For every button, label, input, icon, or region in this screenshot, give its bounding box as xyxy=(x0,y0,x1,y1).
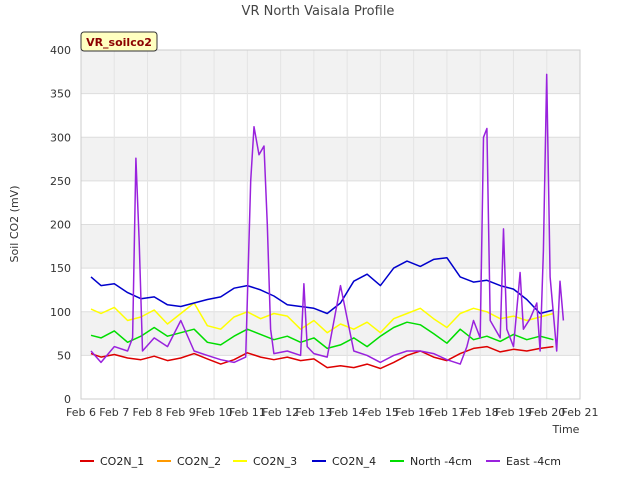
plot-frame xyxy=(80,49,581,400)
dataset-badge-box xyxy=(80,31,158,52)
x-tick-label: Feb 10 xyxy=(196,406,233,419)
series-line-east-4cm xyxy=(90,73,565,365)
x-tick-label: Feb 7 xyxy=(99,406,129,419)
background-bands xyxy=(81,50,580,356)
background-band xyxy=(81,50,580,94)
y-tick-label: 300 xyxy=(50,131,71,144)
y-tick-label: 50 xyxy=(57,349,71,362)
x-tick-label: Feb 14 xyxy=(329,406,366,419)
x-tick-label: Feb 13 xyxy=(295,406,332,419)
y-tick-label: 200 xyxy=(50,219,71,232)
legend-item: CO2N_3 xyxy=(233,455,297,468)
x-tick-label: Feb 21 xyxy=(562,406,599,419)
series-line-co2n-1 xyxy=(90,345,554,370)
x-tick-label: Feb 17 xyxy=(428,406,465,419)
x-tick-label: Feb 18 xyxy=(462,406,499,419)
series-lines xyxy=(90,73,565,370)
legend: CO2N_1 CO2N_2 CO2N_3 CO2N_4 North -4cm East -… xyxy=(80,455,561,468)
x-tick-label: Feb 12 xyxy=(262,406,299,419)
legend-item: CO2N_2 xyxy=(157,455,221,468)
series-line-co2n-3 xyxy=(90,302,554,334)
background-band xyxy=(81,224,580,269)
legend-item: East -4cm xyxy=(486,455,561,468)
legend-item: CO2N_4 xyxy=(312,455,376,468)
x-tick-label: Feb 11 xyxy=(229,406,266,419)
series-line-north-4cm xyxy=(90,321,554,350)
x-tick-label: Feb 15 xyxy=(362,406,399,419)
y-tick-label: 100 xyxy=(50,306,71,319)
x-axis-title: Time xyxy=(552,423,580,436)
y-tick-label: 400 xyxy=(50,44,71,57)
y-axis-title: Soil CO2 (mV) xyxy=(8,186,21,263)
legend-label: CO2N_3 xyxy=(253,455,297,468)
series-line-co2n-4 xyxy=(90,256,554,315)
y-tick-label: 0 xyxy=(64,393,71,406)
x-tick-label: Feb 9 xyxy=(166,406,196,419)
dataset-badge-label: VR_soilco2 xyxy=(86,36,152,49)
background-band xyxy=(81,137,580,181)
y-tick-label: 250 xyxy=(50,175,71,188)
legend-label: North -4cm xyxy=(410,455,472,468)
x-tick-label: Feb 6 xyxy=(66,406,96,419)
chart-title: VR North Vaisala Profile xyxy=(242,4,395,19)
legend-label: CO2N_2 xyxy=(177,455,221,468)
legend-label: CO2N_4 xyxy=(332,455,376,468)
y-axis-ticks: 0 50 100 150 200 250 300 350 400 xyxy=(50,44,71,406)
legend-item: CO2N_1 xyxy=(80,455,144,468)
x-tick-label: Feb 20 xyxy=(528,406,565,419)
dataset-badge: VR_soilco2 xyxy=(80,31,158,52)
y-tick-label: 350 xyxy=(50,88,71,101)
legend-label: CO2N_1 xyxy=(100,455,144,468)
y-tick-label: 150 xyxy=(50,262,71,275)
x-tick-label: Feb 8 xyxy=(133,406,163,419)
legend-item: North -4cm xyxy=(390,455,472,468)
x-tick-label: Feb 16 xyxy=(395,406,432,419)
legend-label: East -4cm xyxy=(506,455,561,468)
x-tick-label: Feb 19 xyxy=(495,406,532,419)
